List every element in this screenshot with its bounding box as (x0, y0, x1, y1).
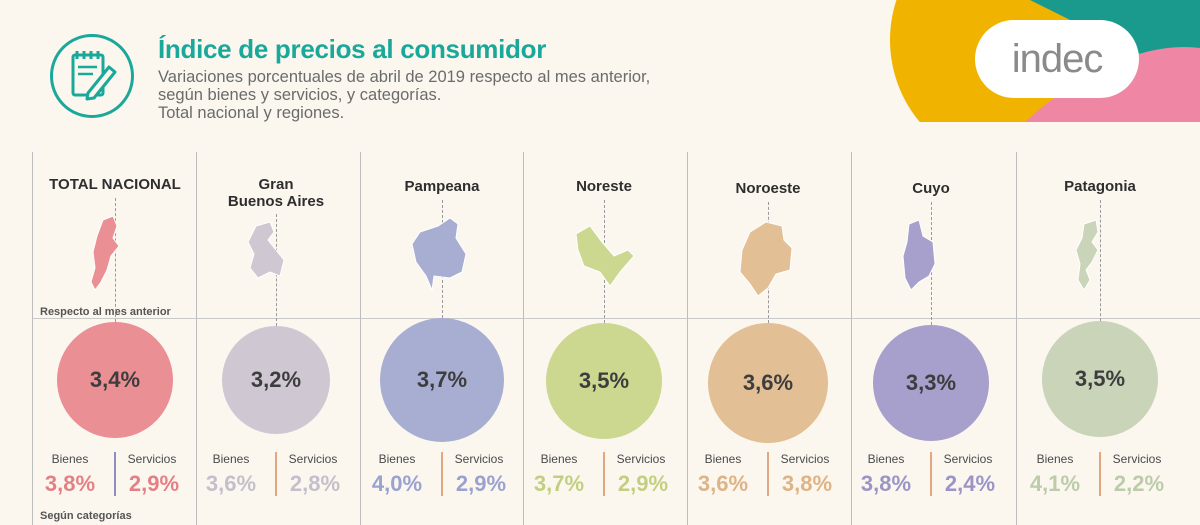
bienes-label: Bienes (378, 452, 416, 466)
column-divider (32, 152, 33, 525)
column-divider (1016, 152, 1017, 525)
page-title: Índice de precios al consumidor (158, 34, 547, 64)
bienes-value: 3,8% (44, 471, 96, 496)
bienes-label: Bienes (212, 452, 250, 466)
servicios-value: 2,8% (289, 471, 341, 496)
servicios-label: Servicios (454, 452, 504, 466)
region-name-line: Noreste (576, 178, 632, 195)
region-name-line: Patagonia (1064, 178, 1136, 195)
variation-circle: 3,5% (546, 323, 662, 439)
notepad-pencil-icon (50, 34, 134, 118)
servicios-value: 2,9% (128, 471, 180, 496)
bienes-value: 3,6% (697, 471, 749, 496)
indec-logo: indec (975, 20, 1139, 98)
region-name-line: Pampeana (404, 178, 480, 195)
bienes-label: Bienes (51, 452, 89, 466)
region-map-icon (411, 218, 467, 292)
subtitle-line: Total nacional y regiones. (158, 104, 345, 122)
bienes-value: 4,0% (371, 471, 423, 496)
region-map-icon (575, 225, 635, 287)
region-name: Patagonia (1020, 178, 1180, 195)
servicios-value: 2,2% (1113, 471, 1165, 496)
row-divider (32, 318, 1200, 319)
region-map-icon (1075, 219, 1099, 291)
region-name-line: TOTAL NACIONAL (49, 176, 181, 193)
region-map-icon (90, 215, 120, 291)
variation-circle: 3,3% (873, 325, 989, 441)
servicios-label: Servicios (780, 452, 830, 466)
servicios-label: Servicios (1112, 452, 1162, 466)
bienes-label: Bienes (1036, 452, 1074, 466)
page-subtitle: Variaciones porcentuales de abril de 201… (158, 68, 778, 122)
bienes-value: 3,7% (533, 471, 585, 496)
sub-divider (767, 452, 769, 496)
sub-divider (441, 452, 443, 496)
connector-line (115, 198, 116, 322)
bienes-label: Bienes (867, 452, 905, 466)
servicios-value: 2,9% (617, 471, 669, 496)
servicios-value: 3,8% (781, 471, 833, 496)
region-name: TOTAL NACIONAL (35, 176, 195, 193)
column-divider (196, 152, 197, 525)
region-name: Noroeste (688, 180, 848, 197)
variation-circle: 3,5% (1042, 321, 1158, 437)
column-divider (523, 152, 524, 525)
servicios-label: Servicios (943, 452, 993, 466)
variation-circle: 3,6% (708, 323, 828, 443)
region-name-line: Cuyo (912, 180, 950, 197)
categorias-label: Según categorías (40, 510, 132, 522)
region-name-line: Gran (258, 176, 294, 193)
sub-divider (114, 452, 116, 496)
region-name: Gran Buenos Aires (196, 176, 356, 210)
servicios-label: Servicios (127, 452, 177, 466)
subtitle-line: según bienes y servicios, y categorías. (158, 86, 442, 104)
region-map-icon (902, 220, 936, 291)
sub-divider (930, 452, 932, 496)
region-name: Pampeana (362, 178, 522, 195)
variation-circle: 3,4% (57, 322, 173, 438)
region-name-line: Buenos Aires (227, 193, 325, 210)
column-divider (360, 152, 361, 525)
region-map-icon (247, 221, 285, 279)
bienes-label: Bienes (704, 452, 742, 466)
variation-circle: 3,7% (380, 318, 504, 442)
bienes-label: Bienes (540, 452, 578, 466)
bienes-value: 3,6% (205, 471, 257, 496)
servicios-label: Servicios (616, 452, 666, 466)
servicios-value: 2,9% (455, 471, 507, 496)
respecto-label: Respecto al mes anterior (40, 306, 171, 318)
servicios-label: Servicios (288, 452, 338, 466)
sub-divider (603, 452, 605, 496)
column-divider (687, 152, 688, 525)
bienes-value: 4,1% (1029, 471, 1081, 496)
sub-divider (275, 452, 277, 496)
region-name-line: Noroeste (735, 180, 801, 197)
region-map-icon (739, 221, 793, 297)
subtitle-line: Variaciones porcentuales de abril de 201… (158, 68, 651, 86)
variation-circle: 3,2% (222, 326, 330, 434)
column-divider (851, 152, 852, 525)
connector-line (1100, 200, 1101, 321)
servicios-value: 2,4% (944, 471, 996, 496)
region-name: Cuyo (851, 180, 1011, 197)
region-name: Noreste (524, 178, 684, 195)
sub-divider (1099, 452, 1101, 496)
bienes-value: 3,8% (860, 471, 912, 496)
